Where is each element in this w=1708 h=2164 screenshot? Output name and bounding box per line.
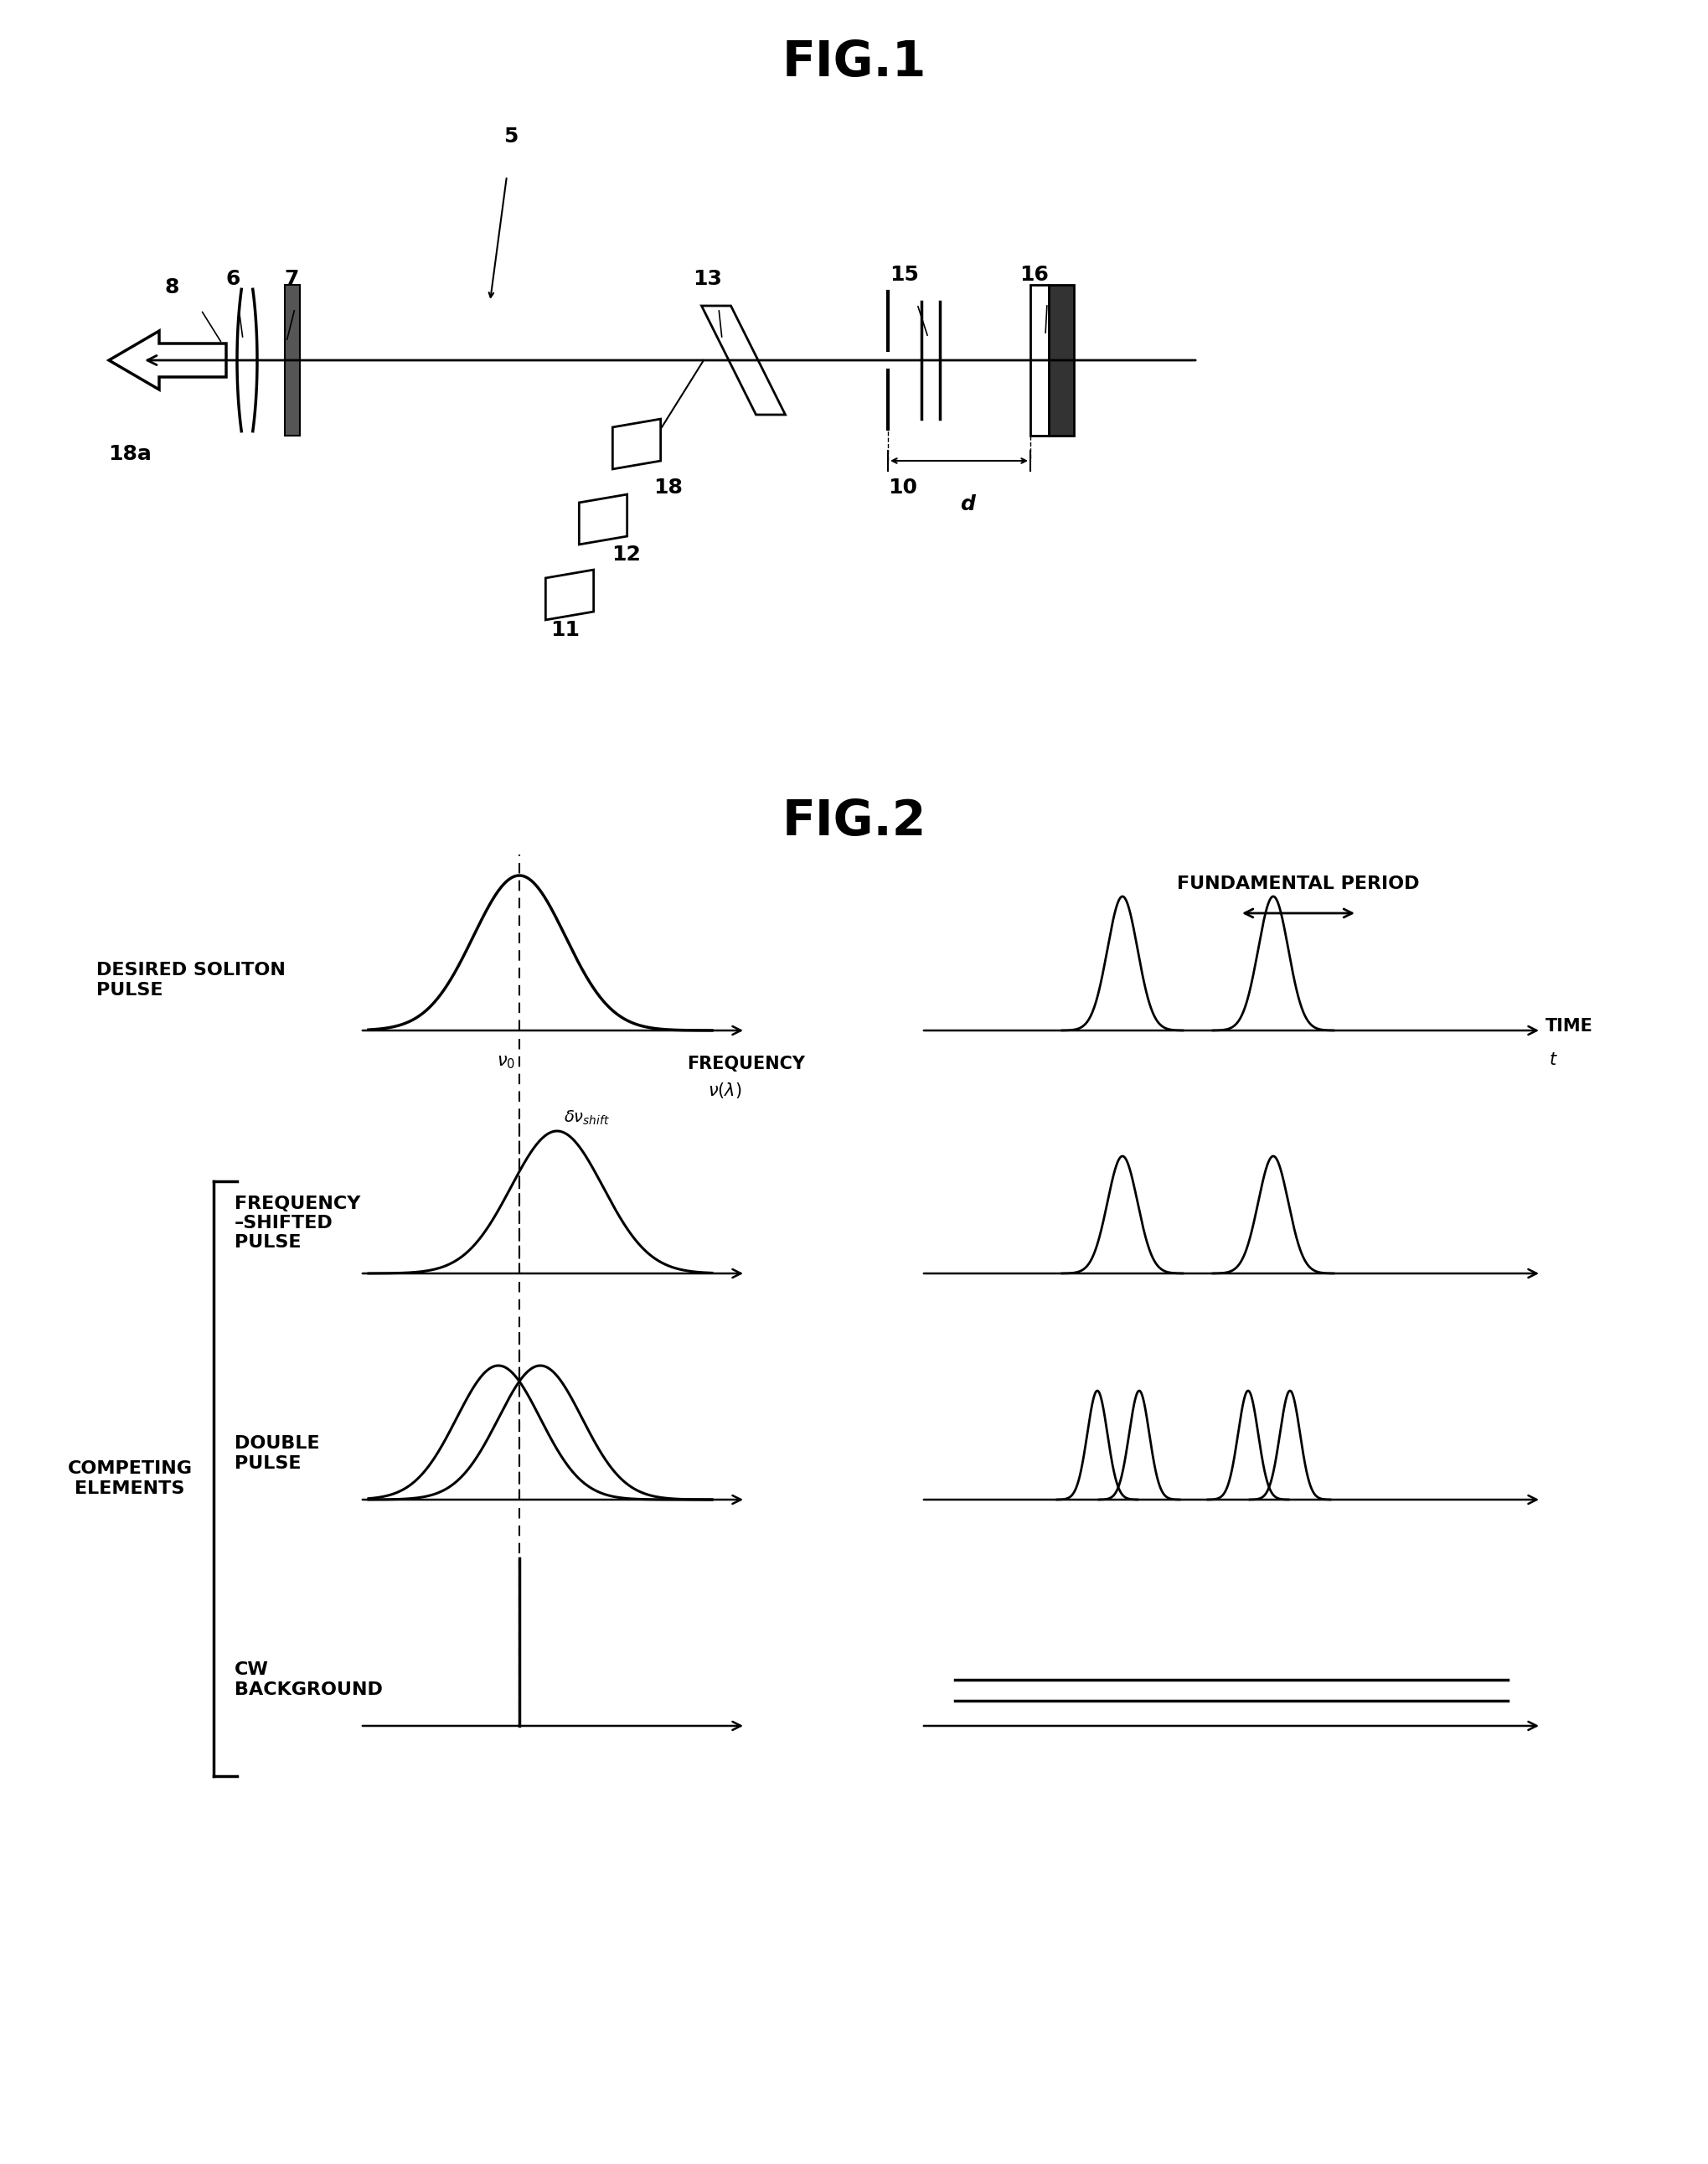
- Text: COMPETING
ELEMENTS: COMPETING ELEMENTS: [67, 1461, 191, 1497]
- Bar: [1030, 286, 1049, 435]
- Bar: [1049, 286, 1073, 435]
- Text: 5: 5: [504, 126, 518, 147]
- Text: FREQUENCY: FREQUENCY: [687, 1056, 804, 1073]
- Text: $\nu(\lambda)$: $\nu(\lambda)$: [707, 1080, 741, 1099]
- Text: 6: 6: [225, 268, 241, 290]
- Text: $\delta\nu_{shift}$: $\delta\nu_{shift}$: [564, 1108, 610, 1127]
- Text: t: t: [1549, 1052, 1556, 1069]
- Text: 11: 11: [550, 619, 579, 641]
- Text: FIG.1: FIG.1: [782, 39, 926, 87]
- Text: 12: 12: [611, 545, 640, 565]
- Bar: [285, 286, 299, 435]
- Text: DOUBLE
PULSE: DOUBLE PULSE: [234, 1435, 319, 1472]
- Text: TIME: TIME: [1544, 1017, 1592, 1034]
- Text: DESIRED SOLITON
PULSE: DESIRED SOLITON PULSE: [96, 963, 285, 998]
- Text: $\nu_0$: $\nu_0$: [497, 1054, 514, 1071]
- Text: 13: 13: [693, 268, 722, 290]
- Text: 7: 7: [284, 268, 299, 290]
- Text: 8: 8: [164, 277, 179, 296]
- Text: 18a: 18a: [108, 444, 152, 463]
- Text: 18: 18: [652, 478, 681, 498]
- Text: FIG.2: FIG.2: [782, 796, 926, 844]
- Text: FREQUENCY
–SHIFTED
PULSE: FREQUENCY –SHIFTED PULSE: [234, 1195, 360, 1251]
- Text: 15: 15: [890, 264, 919, 286]
- Text: 10: 10: [888, 478, 917, 498]
- Text: FUNDAMENTAL PERIOD: FUNDAMENTAL PERIOD: [1177, 876, 1419, 892]
- Text: CW
BACKGROUND: CW BACKGROUND: [234, 1662, 383, 1699]
- Text: 16: 16: [1020, 264, 1049, 286]
- Text: d: d: [960, 493, 975, 515]
